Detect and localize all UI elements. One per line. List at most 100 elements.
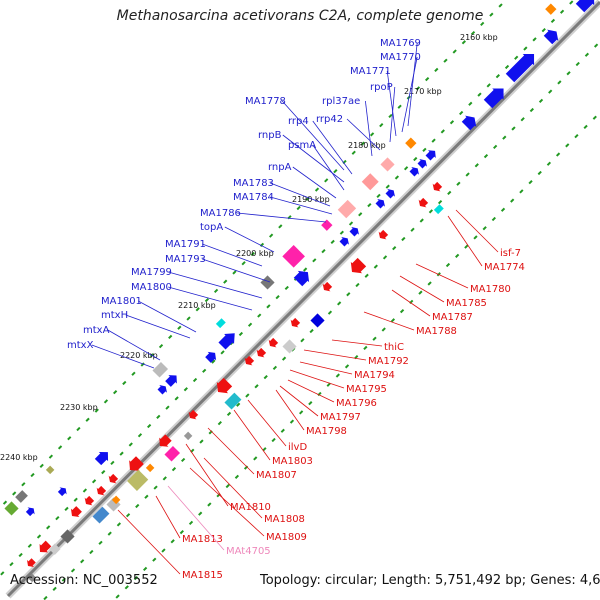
track-dot [98, 540, 103, 545]
track-dot [477, 92, 482, 97]
gene-arrow [505, 53, 535, 83]
forward-gene-14 [205, 351, 217, 363]
reverse-gene-3 [350, 257, 367, 274]
track-dot [401, 236, 406, 242]
gene-box [545, 3, 557, 15]
leader-line [281, 100, 345, 171]
track-dot [299, 410, 304, 415]
track-dot [57, 445, 63, 450]
track-dot [346, 292, 351, 297]
track-dot [335, 373, 340, 378]
track-dot [9, 562, 14, 567]
track-dot [43, 595, 48, 600]
track-dot [107, 531, 112, 536]
gene-label: MA1778 [245, 96, 286, 107]
leader-line [155, 495, 181, 539]
track-dot [204, 297, 210, 303]
track-dot [220, 350, 225, 355]
track-dot [158, 344, 164, 349]
track-dot [147, 423, 152, 429]
upper-gene-14: topA [200, 222, 275, 253]
track-dot [128, 442, 133, 447]
reverse-gene-15 [84, 495, 95, 506]
upper-gene-12: MA1784 [233, 192, 333, 215]
gene-label: MA1813 [182, 534, 223, 545]
track-dot [376, 193, 381, 198]
upper-gene-0: MA1769 [380, 38, 421, 127]
track-dot [339, 230, 344, 235]
forward-gene-8 [385, 188, 396, 199]
track-dot [470, 30, 476, 36]
leader-line [189, 467, 265, 537]
gene-label: MA1797 [320, 412, 361, 423]
track-dot [161, 548, 166, 553]
track-dot [514, 55, 519, 60]
leader-line [224, 226, 275, 253]
lower-gene-12: MA1798 [275, 389, 347, 437]
reverse-gene-6 [268, 337, 279, 348]
backbone-line [6, 0, 600, 598]
gene-arrow [575, 0, 595, 13]
track-dot [309, 328, 314, 334]
forward-gene-7 [409, 166, 420, 177]
track-dot [440, 129, 445, 134]
feature-block-6 [433, 204, 444, 215]
lower-gene-3: MA1785 [399, 275, 487, 309]
lower-gene-17: MA1808 [203, 457, 305, 525]
track-dot [326, 382, 331, 387]
upper-gene-16: MA1793 [165, 254, 271, 283]
track-dot [183, 387, 188, 392]
track-dot [225, 483, 230, 489]
forward-gene-11 [339, 236, 350, 247]
leader-line [233, 409, 271, 461]
track-dot [30, 472, 35, 478]
track-dot [137, 433, 143, 438]
track-dot [523, 46, 528, 51]
track-dot [593, 43, 599, 48]
track-dot [550, 18, 556, 24]
upper-gene-11: MA1783 [233, 178, 331, 207]
gene-label: isf-7 [500, 248, 521, 259]
track-dot [480, 21, 485, 26]
gene-arrow [418, 197, 429, 208]
gene-box [92, 506, 110, 524]
track-dot [2, 500, 8, 505]
track-dot [76, 426, 81, 432]
gene-arrow [339, 236, 350, 247]
gene-label: rnpB [258, 130, 282, 141]
track-dot [124, 585, 129, 590]
forward-gene-5 [425, 150, 436, 161]
gene-box [60, 529, 75, 544]
track-dot [415, 86, 421, 91]
gene-label: rrp42 [316, 114, 343, 125]
track-dot [557, 80, 562, 85]
gene-box [282, 245, 305, 268]
forward-gene-6 [417, 158, 428, 169]
forward-gene-18 [57, 487, 67, 497]
feature-block-14 [164, 445, 181, 462]
track-dot [504, 64, 510, 70]
track-dot [303, 267, 308, 272]
upper-gene-7: rrp42 [316, 114, 381, 151]
gene-arrow [417, 158, 428, 169]
track-dot [257, 313, 262, 318]
track-dot [266, 304, 271, 309]
track-dot [449, 120, 455, 125]
leader-line [117, 509, 181, 575]
leader-line [247, 399, 287, 447]
track-dot [131, 371, 136, 376]
lower-gene-5: MA1788 [363, 311, 457, 337]
track-dot [491, 216, 496, 222]
gene-label: MA1796 [336, 398, 377, 409]
reverse-gene-4 [322, 281, 333, 292]
gene-arrow [375, 198, 386, 209]
leader-line [455, 209, 499, 253]
track-dot [170, 539, 175, 544]
track-dot [113, 390, 118, 395]
gene-arrow [244, 355, 255, 366]
track-dot [538, 98, 544, 103]
lower-gene-labels: isf-7 MA1774 MA1780 MA1785 MA1787 MA1788 thiC M… [117, 209, 525, 581]
upper-gene-2: MA1771 [350, 66, 397, 137]
gene-arrow [290, 317, 301, 328]
track-dot [171, 467, 177, 472]
